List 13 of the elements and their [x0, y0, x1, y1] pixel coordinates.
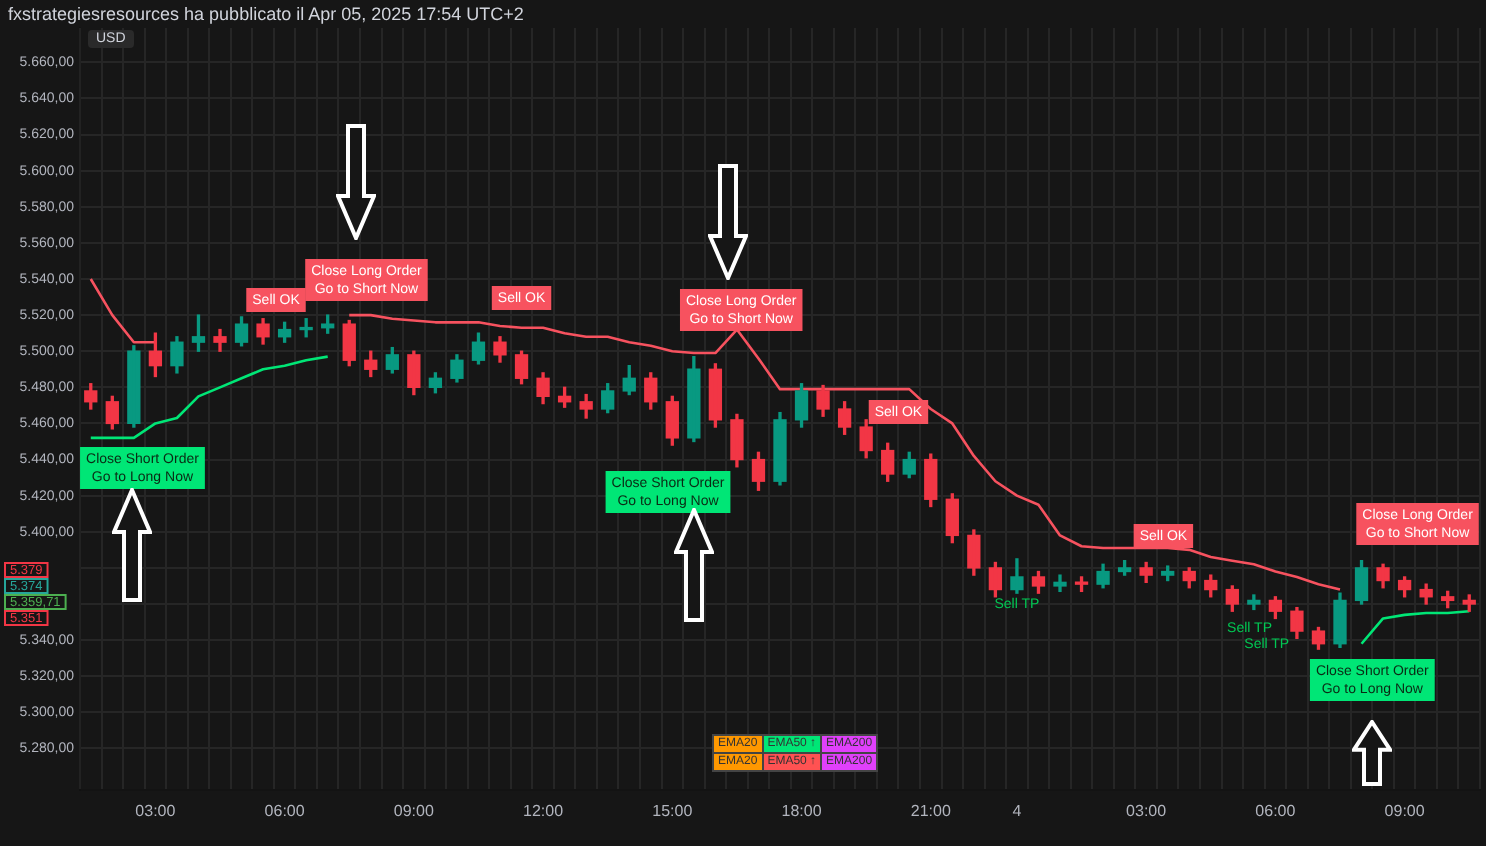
x-tick-label: 4	[1012, 802, 1023, 821]
x-tick-label: 03:00	[135, 802, 177, 821]
x-tick-label: 06:00	[264, 802, 306, 821]
x-tick-label: 18:00	[781, 802, 823, 821]
x-tick-label: 12:00	[523, 802, 565, 821]
x-tick-label: 09:00	[1384, 802, 1426, 821]
x-tick-label: 09:00	[393, 802, 435, 821]
candlestick	[1074, 576, 1089, 593]
chart-title: fxstrategiesresources ha pubblicato il Apr 05, 2025 17:54 UTC+2	[8, 4, 524, 24]
x-tick-label: 06:00	[1255, 802, 1297, 821]
x-tick-label: 15:00	[652, 802, 694, 821]
x-tick-label: 03:00	[1126, 802, 1168, 821]
x-tick-label: 21:00	[910, 802, 952, 821]
